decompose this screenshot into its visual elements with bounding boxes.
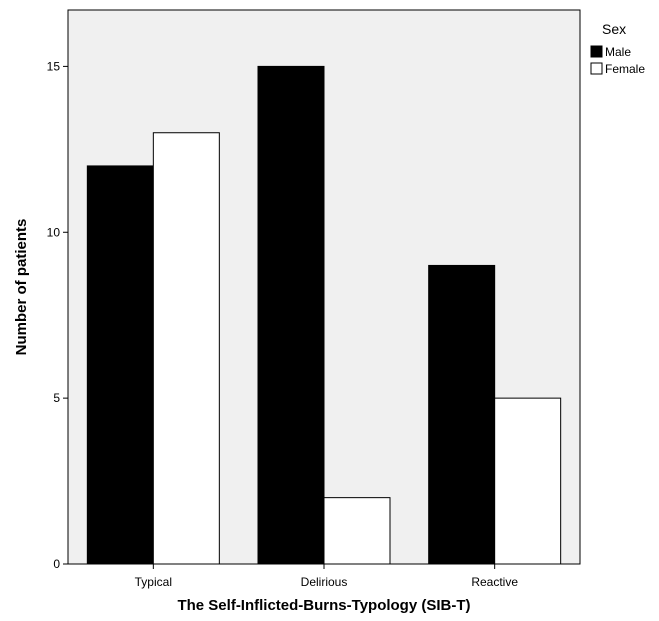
bar-male-reactive [428, 264, 496, 565]
y-tick-label: 15 [47, 59, 61, 73]
x-axis-ticks: Typical Delirious Reactive [135, 564, 518, 589]
legend-title: Sex [602, 21, 626, 37]
legend-label-female: Female [605, 62, 645, 76]
y-axis-title: Number of patients [13, 219, 30, 356]
legend: Sex Male Female [590, 21, 645, 76]
x-tick-label-delirious: Delirious [301, 575, 348, 589]
x-axis-title: The Self-Inflicted-Burns-Typology (SIB-T… [177, 597, 470, 614]
bar-female-delirious [323, 497, 391, 565]
legend-label-male: Male [605, 45, 631, 59]
x-tick-label-typical: Typical [135, 575, 172, 589]
bar-male-delirious [257, 65, 325, 565]
y-tick-label: 10 [47, 225, 61, 239]
x-tick-label-reactive: Reactive [471, 575, 518, 589]
bar-female-typical [152, 132, 220, 565]
bar-male-typical [86, 165, 154, 565]
legend-swatch-male [590, 45, 603, 58]
bar-female-reactive [494, 397, 562, 565]
bars-group [86, 65, 562, 565]
legend-swatch-female [590, 62, 603, 75]
y-tick-label: 0 [53, 557, 60, 571]
y-axis-ticks: 0 5 10 15 [47, 59, 68, 571]
y-tick-label: 5 [53, 391, 60, 405]
